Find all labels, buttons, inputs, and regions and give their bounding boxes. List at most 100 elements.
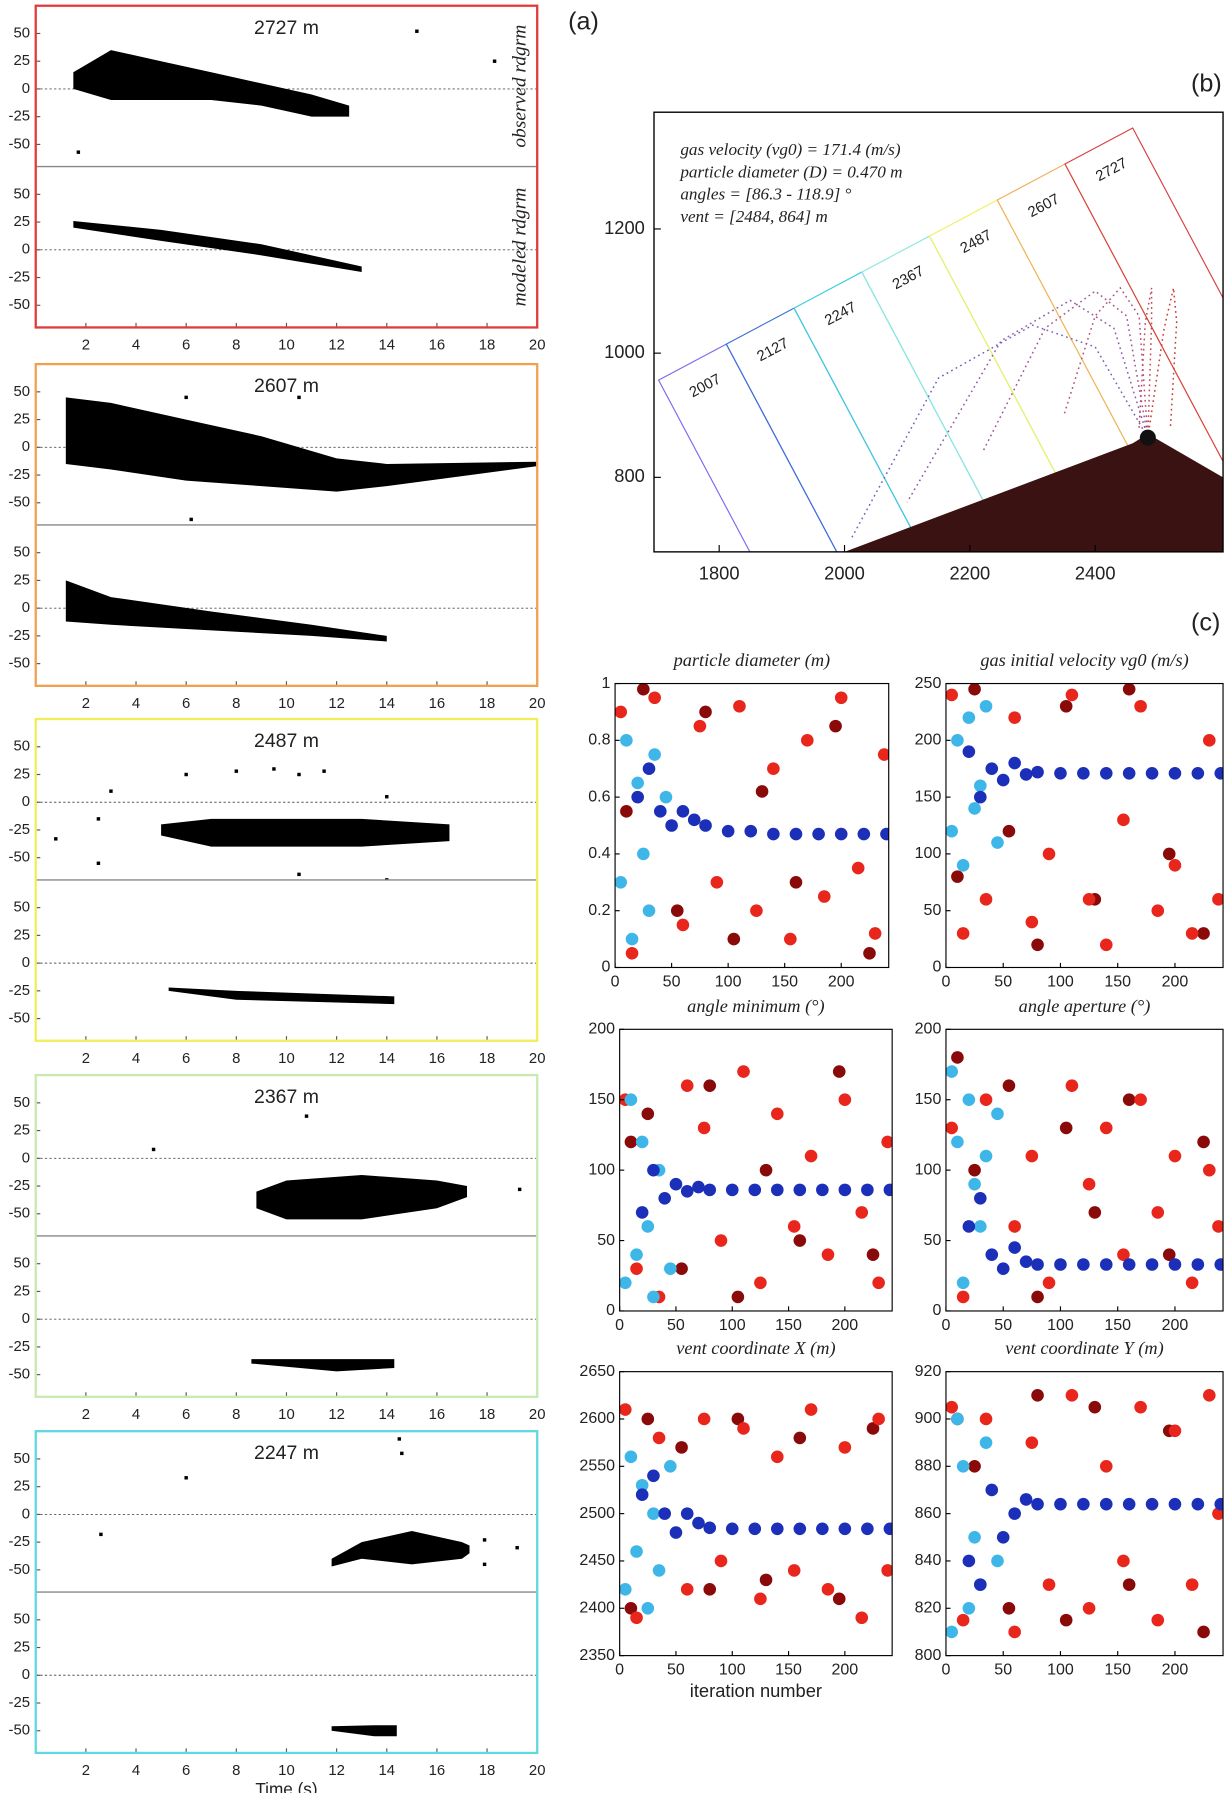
point — [692, 1180, 705, 1194]
point — [962, 1093, 976, 1107]
signal-band — [65, 580, 387, 642]
point — [658, 1192, 671, 1205]
point — [664, 1262, 677, 1276]
signal-band — [168, 987, 395, 1005]
point — [1042, 1276, 1056, 1290]
plot-frame — [945, 1371, 1224, 1657]
point — [770, 1522, 784, 1536]
x-tick-label: 6 — [182, 696, 190, 712]
point — [619, 1583, 632, 1596]
point — [1145, 1258, 1159, 1271]
point — [630, 1262, 643, 1276]
y-tick-label: 50 — [13, 900, 30, 916]
point — [838, 1522, 852, 1536]
point — [1117, 1554, 1130, 1568]
point — [793, 1234, 807, 1247]
point — [1122, 1258, 1136, 1271]
point — [956, 1613, 970, 1627]
point — [1088, 1400, 1102, 1414]
point — [1042, 1578, 1056, 1591]
plot-area — [945, 683, 1224, 952]
plot-frame — [614, 682, 890, 969]
point — [968, 683, 981, 696]
x-tick-label: 150 — [1104, 1316, 1131, 1334]
point — [1059, 1613, 1073, 1627]
footprint — [861, 235, 1099, 552]
point — [951, 734, 964, 747]
point — [1054, 1497, 1067, 1511]
point — [637, 683, 650, 696]
footprint-label: 2367 — [890, 263, 927, 293]
point — [855, 1611, 869, 1625]
x-tick-label: 10 — [278, 1407, 295, 1423]
x-tick-label: 0 — [615, 1316, 624, 1334]
footprint-label: 2247 — [822, 299, 859, 329]
signal-point — [400, 1451, 404, 1456]
point — [635, 1478, 649, 1492]
point — [624, 1093, 638, 1107]
point — [1031, 1389, 1044, 1402]
annotation: vent = [2484, 864] m — [680, 207, 827, 226]
point — [793, 1431, 807, 1445]
x-tick-label: 18 — [479, 338, 496, 354]
plot-title: vent coordinate Y (m) — [1005, 1338, 1163, 1359]
point — [1191, 1497, 1205, 1511]
subplot-label: modeled rdgrm — [510, 188, 531, 307]
plot-title: angle aperture (°) — [1019, 996, 1151, 1017]
panel-title: 2247 m — [254, 1442, 319, 1464]
panel-frame — [34, 1073, 539, 1398]
point — [834, 827, 848, 841]
x-tick-label: 50 — [663, 973, 681, 991]
y-tick-label: 2350 — [579, 1646, 615, 1664]
point — [1082, 1177, 1096, 1191]
x-tick-label: 16 — [429, 696, 446, 712]
y-tick-label: 0 — [22, 955, 30, 971]
x-tick-label: 20 — [529, 338, 546, 354]
y-tick-label: -50 — [9, 850, 31, 866]
signal-point — [99, 1532, 103, 1537]
point — [1002, 1601, 1016, 1615]
point — [872, 1412, 885, 1426]
x-tick-label: 8 — [232, 1407, 240, 1423]
y-tick-label: -50 — [9, 1206, 31, 1222]
point — [1145, 766, 1159, 780]
y-tick-label: 0.6 — [588, 787, 610, 805]
point — [647, 1290, 660, 1304]
point — [641, 1220, 655, 1233]
point — [620, 805, 633, 818]
point — [985, 1248, 999, 1261]
point — [664, 1460, 677, 1473]
point — [804, 1403, 818, 1416]
y-tick-label: 150 — [588, 1090, 615, 1108]
x-tick-label: 50 — [994, 1316, 1012, 1334]
signal-point — [385, 794, 389, 799]
y-tick-label: 1000 — [604, 341, 645, 362]
point — [866, 1422, 880, 1435]
x-tick-label: 0 — [611, 973, 620, 991]
point — [968, 802, 981, 815]
x-tick-label: 18 — [479, 1763, 496, 1779]
point — [631, 776, 644, 790]
y-tick-label: 0.4 — [588, 844, 610, 862]
point — [692, 1516, 705, 1530]
point — [1031, 1290, 1044, 1304]
point — [1099, 1258, 1113, 1271]
plot-area — [619, 1403, 893, 1625]
point — [675, 1441, 688, 1454]
point — [979, 1149, 993, 1163]
y-tick-label: -25 — [9, 1534, 31, 1550]
point — [1099, 938, 1113, 952]
point — [880, 827, 889, 841]
y-tick-label: 150 — [915, 1090, 942, 1108]
point — [619, 1403, 632, 1416]
x-tick-label: 0 — [942, 1316, 951, 1334]
signal-point — [297, 395, 301, 400]
point — [789, 876, 803, 889]
point — [1203, 1389, 1216, 1402]
signal-band — [251, 1359, 395, 1372]
point — [615, 876, 628, 889]
x-axis-label: Time (s) — [255, 1779, 317, 1793]
point — [676, 918, 690, 932]
x-tick-label: 1800 — [699, 563, 740, 584]
y-tick-label: 2600 — [579, 1409, 615, 1427]
